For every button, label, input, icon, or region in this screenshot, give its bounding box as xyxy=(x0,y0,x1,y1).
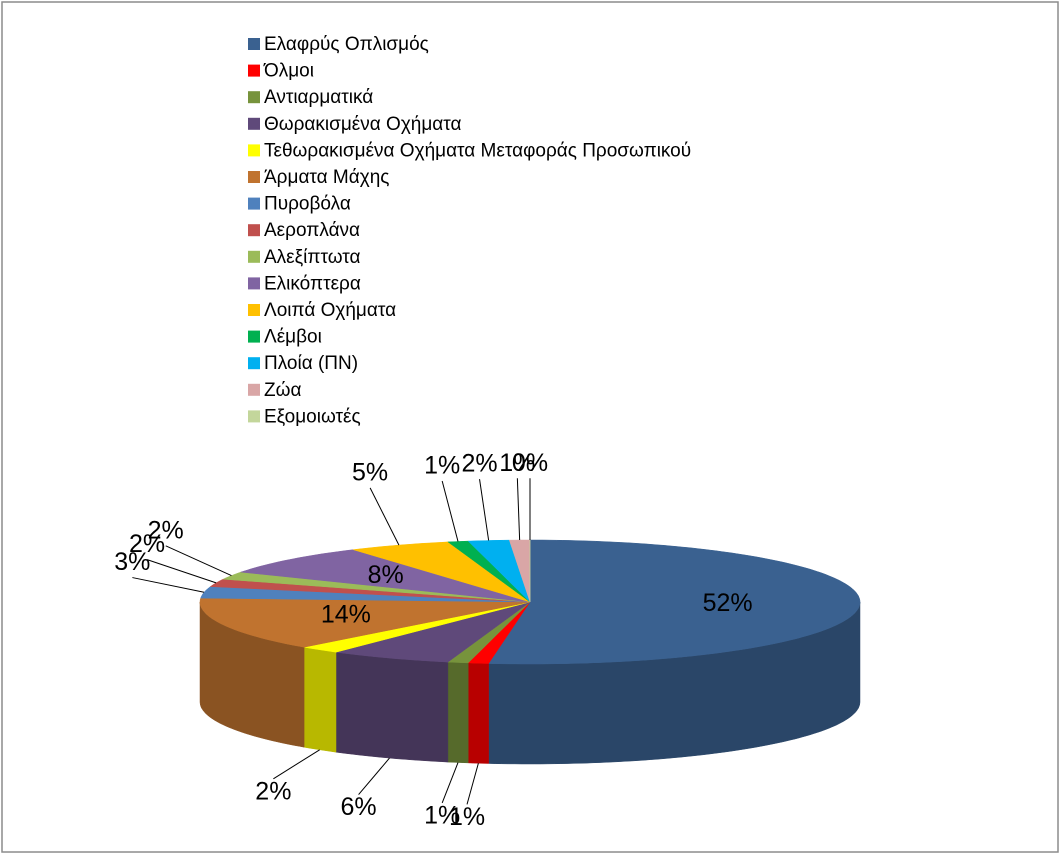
legend-swatch xyxy=(248,64,260,77)
legend-swatch xyxy=(248,357,260,370)
leader-line xyxy=(132,577,205,593)
leader-line xyxy=(479,479,490,541)
legend-label: Αλεξίπτωτα xyxy=(264,247,361,268)
legend-swatch xyxy=(248,224,260,237)
legend-swatch xyxy=(248,330,260,343)
slice-side xyxy=(447,661,469,764)
legend-swatch xyxy=(248,410,260,423)
legend-swatch xyxy=(248,250,260,263)
legend-label: Ελικόπτερα xyxy=(264,273,361,294)
legend-swatch xyxy=(248,38,260,50)
slice-side xyxy=(303,646,337,753)
legend-swatch xyxy=(248,277,260,290)
slice xyxy=(222,571,531,603)
leader-line xyxy=(466,763,479,805)
data-label: 2% xyxy=(255,777,291,805)
legend-swatch xyxy=(248,144,260,157)
slice xyxy=(199,597,531,648)
legend-swatch xyxy=(248,91,260,104)
pie-tops xyxy=(199,539,861,665)
data-label: 3% xyxy=(114,548,150,576)
data-label: 2% xyxy=(148,516,184,544)
legend-label: Αντιαρματικά xyxy=(264,87,373,108)
slice xyxy=(304,601,531,653)
legend-swatch xyxy=(248,304,260,316)
legend-label: Εξομοιωτές xyxy=(264,406,361,427)
data-label: 8% xyxy=(368,561,404,589)
slice xyxy=(467,539,531,603)
leader-line xyxy=(441,762,459,804)
legend-label: Ελαφρύς Οπλισμός xyxy=(264,34,429,55)
legend-label: Ζώα xyxy=(264,380,301,401)
data-label: 1% xyxy=(424,452,460,480)
leader-line xyxy=(516,478,521,541)
legend-label: Πλοία (ΠΝ) xyxy=(264,353,358,374)
slice xyxy=(240,549,531,603)
legend-label: Άρματα Μάχης xyxy=(264,167,389,188)
leader-line xyxy=(146,559,217,584)
data-label: 1% xyxy=(424,802,460,830)
data-label: 5% xyxy=(352,458,388,486)
legend-label: Αεροπλάνα xyxy=(264,220,360,241)
leader-line xyxy=(273,749,320,780)
leader-line xyxy=(369,487,400,546)
slice-side xyxy=(335,651,449,763)
legend-swatch xyxy=(248,197,260,210)
legend-label: Λέμβοι xyxy=(264,327,322,348)
data-label: 0% xyxy=(512,449,548,477)
legend-swatch xyxy=(248,171,260,183)
data-label: 1% xyxy=(449,803,485,831)
legend-label: Όλμοι xyxy=(263,61,314,82)
data-label: 1% xyxy=(499,449,535,477)
legend-label: Τεθωρακισμένα Οχήματα Μεταφοράς Προσωπικ… xyxy=(264,140,691,161)
data-label: 52% xyxy=(703,589,753,617)
slice xyxy=(335,601,531,663)
data-label: 6% xyxy=(341,793,377,821)
slice xyxy=(488,539,861,665)
slice-side xyxy=(467,662,489,764)
legend-swatch xyxy=(248,383,260,396)
data-label: 2% xyxy=(461,450,497,478)
legend-swatch xyxy=(248,117,260,130)
leader-line xyxy=(165,545,232,577)
data-label: 14% xyxy=(321,600,371,628)
legend-label: Λοιπά Οχήματα xyxy=(264,300,396,321)
data-label: 2% xyxy=(129,530,165,558)
leader-line xyxy=(358,757,390,795)
leader-line xyxy=(441,480,459,542)
legend-label: Θωρακισμένα Οχήματα xyxy=(264,114,462,135)
legend-label: Πυροβόλα xyxy=(264,194,351,215)
pie-sides xyxy=(199,601,861,765)
